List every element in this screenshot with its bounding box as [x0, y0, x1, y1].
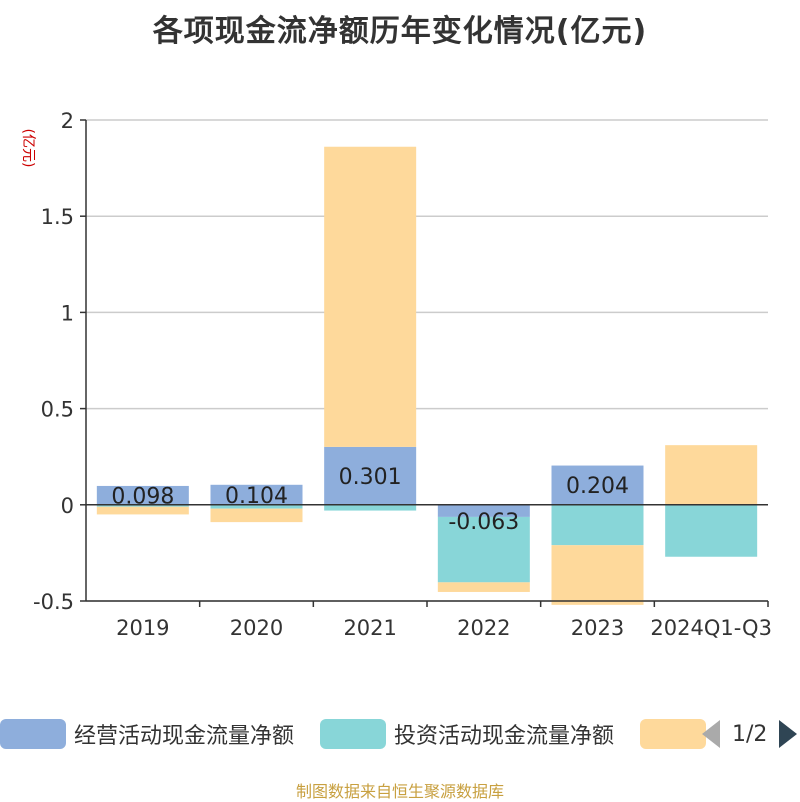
bar-2021-series-0[interactable]: [324, 446, 417, 505]
data-label: 0.104: [225, 484, 288, 509]
bar-2022-series-0[interactable]: [437, 504, 530, 517]
bar-2020-series-1[interactable]: [210, 504, 303, 509]
legend-page-number: 1/2: [732, 721, 768, 747]
legend-swatch-investing: [320, 719, 386, 749]
bar-2022-series-2[interactable]: [437, 582, 530, 592]
y-tick-label: 0: [61, 494, 74, 518]
legend-item-operating[interactable]: 经营活动现金流量净额: [0, 716, 294, 752]
y-tick-label: 1: [61, 301, 74, 325]
bar-2019-series-1[interactable]: [96, 504, 189, 507]
legend-label-investing: 投资活动现金流量净额: [394, 724, 615, 749]
y-tick-label: 2: [61, 109, 74, 133]
bar-2021-series-2[interactable]: [324, 146, 417, 447]
legend-label-operating: 经营活动现金流量净额: [74, 724, 295, 749]
x-tick-label: 2024Q1-Q3: [650, 616, 772, 640]
bars: [96, 146, 758, 605]
y-tick-label: -0.5: [33, 590, 74, 614]
legend: 经营活动现金流量净额 投资活动现金流量净额 1/2: [0, 716, 800, 752]
cash-flow-chart: -0.5 0 0.5 1 1.5 2 2019 2020 2021 2022 2023 2024Q1-…: [20, 109, 772, 640]
bar-2020-series-2[interactable]: [210, 508, 303, 523]
data-label: 0.301: [339, 465, 402, 490]
legend-pager: 1/2: [702, 716, 798, 752]
bar-2024Q1-Q3-series-1[interactable]: [665, 504, 758, 557]
x-tick-label: 2020: [230, 616, 283, 640]
bar-2024Q1-Q3-series-2[interactable]: [665, 445, 758, 505]
bar-2021-series-1[interactable]: [324, 504, 417, 511]
legend-item-investing[interactable]: 投资活动现金流量净额: [320, 716, 614, 752]
bar-2023-series-2[interactable]: [551, 545, 644, 605]
x-tick-label: 2021: [343, 616, 396, 640]
x-tick-label: 2023: [571, 616, 624, 640]
bar-2023-series-1[interactable]: [551, 504, 644, 546]
data-label: 0.098: [111, 484, 174, 509]
bar-2020-series-0[interactable]: [210, 484, 303, 505]
x-tick-label: 2019: [116, 616, 169, 640]
data-labels: 0.098 0.104 0.301 -0.063 0.204: [111, 465, 629, 535]
bar-2019-series-0[interactable]: [96, 485, 189, 505]
bar-2022-series-1[interactable]: [437, 516, 530, 583]
data-label: 0.204: [566, 474, 629, 499]
data-source-footer: 制图数据来自恒生聚源数据库: [295, 782, 504, 801]
legend-next-arrow-icon[interactable]: [779, 720, 798, 748]
data-label: -0.063: [448, 510, 519, 535]
x-tick-label: 2022: [457, 616, 510, 640]
legend-swatch-operating: [0, 719, 66, 749]
legend-item-financing[interactable]: [640, 716, 706, 752]
y-axis-label: (亿元): [20, 129, 36, 168]
legend-swatch-financing: [640, 719, 706, 749]
bar-2019-series-2[interactable]: [96, 506, 189, 515]
chart-title: 各项现金流净额历年变化情况(亿元): [152, 14, 648, 49]
y-tick-label: 1.5: [41, 205, 74, 229]
bar-2023-series-0[interactable]: [551, 465, 644, 505]
y-tick-label: 0.5: [41, 398, 74, 422]
legend-prev-arrow-icon[interactable]: [702, 720, 720, 748]
axes: -0.5 0 0.5 1 1.5 2 2019 2020 2021 2022 2023 2024Q1-…: [33, 109, 772, 640]
